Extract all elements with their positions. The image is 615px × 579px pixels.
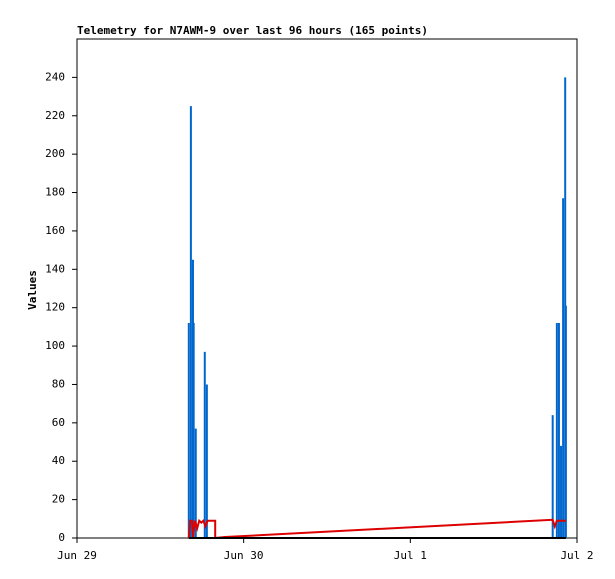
y-tick-label: 240 bbox=[45, 70, 65, 83]
y-axis-label: Values bbox=[26, 270, 39, 310]
y-tick-label: 20 bbox=[52, 493, 65, 506]
y-tick-label: 60 bbox=[52, 416, 65, 429]
y-tick-label: 220 bbox=[45, 109, 65, 122]
y-tick-label: 80 bbox=[52, 377, 65, 390]
x-tick-label: Jun 29 bbox=[57, 549, 97, 562]
y-tick-label: 140 bbox=[45, 262, 65, 275]
y-tick-label: 120 bbox=[45, 301, 65, 314]
y-tick-label: 0 bbox=[58, 531, 65, 544]
y-tick-label: 160 bbox=[45, 224, 65, 237]
y-tick-label: 100 bbox=[45, 339, 65, 352]
series-line bbox=[187, 518, 566, 540]
x-tick-label: Jul 1 bbox=[394, 549, 427, 562]
chart-title: Telemetry for N7AWM-9 over last 96 hours… bbox=[77, 24, 428, 37]
x-tick-label: Jul 2 bbox=[560, 549, 593, 562]
y-tick-label: 180 bbox=[45, 186, 65, 199]
x-tick-label: Jun 30 bbox=[224, 549, 264, 562]
y-tick-label: 200 bbox=[45, 147, 65, 160]
y-tick-label: 40 bbox=[52, 454, 65, 467]
plot-frame bbox=[76, 38, 578, 539]
